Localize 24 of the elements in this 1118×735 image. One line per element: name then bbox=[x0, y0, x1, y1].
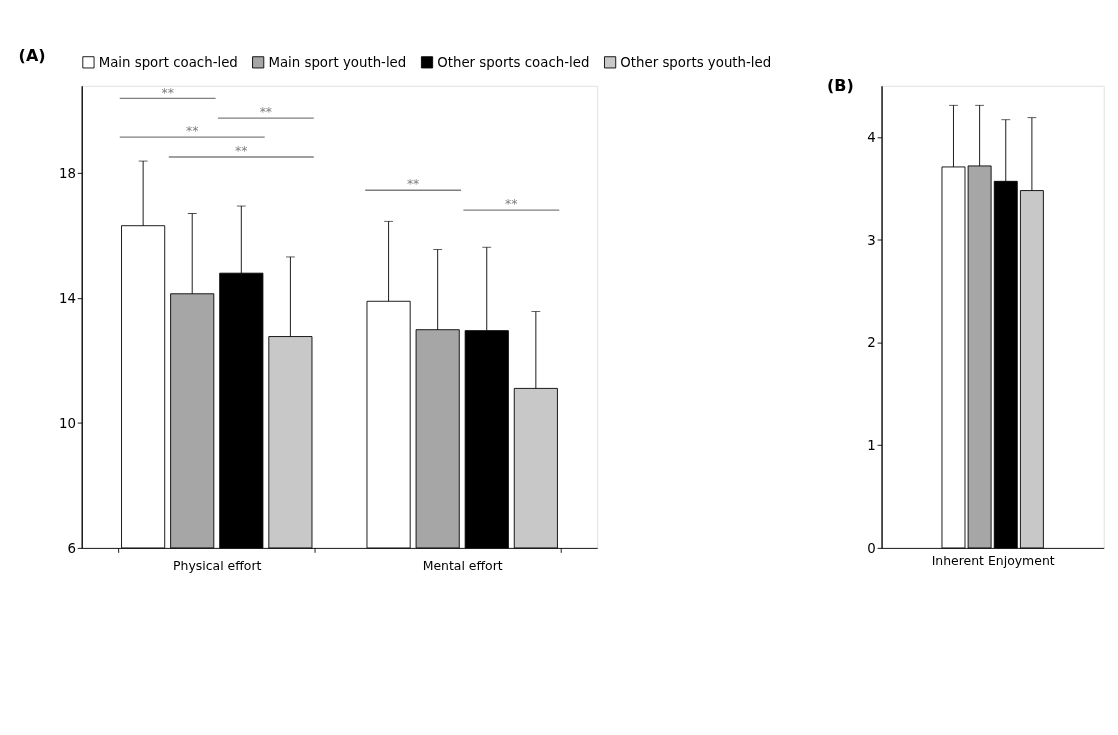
chart-title: (A) bbox=[18, 45, 46, 65]
annotation: ** bbox=[161, 84, 174, 100]
annotation: ** bbox=[406, 176, 420, 192]
annotation: ** bbox=[186, 123, 199, 139]
x-tick-label: Inherent Enjoyment bbox=[931, 553, 1055, 569]
legend-label: Main sport coach-led bbox=[98, 54, 238, 70]
y-tick-label: 2 bbox=[867, 335, 876, 351]
x-tick-label: Mental effort bbox=[422, 557, 503, 573]
annotation: ** bbox=[235, 143, 248, 159]
legend-label: Other sports youth-led bbox=[620, 54, 772, 70]
annotation: ** bbox=[259, 104, 273, 120]
legend-label: Main sport youth-led bbox=[268, 54, 407, 70]
y-tick-label: 14 bbox=[59, 291, 76, 307]
y-tick-label: 18 bbox=[59, 166, 76, 182]
y-tick-label: 3 bbox=[867, 232, 876, 248]
legend-label: Other sports coach-led bbox=[437, 54, 590, 70]
annotation: ** bbox=[505, 196, 518, 212]
y-tick-label: 1 bbox=[867, 438, 876, 454]
chart-title: (B) bbox=[826, 76, 854, 96]
y-tick-label: 10 bbox=[59, 415, 76, 431]
y-tick-label: 0 bbox=[867, 540, 876, 556]
y-tick-label: 4 bbox=[867, 130, 876, 146]
x-tick-label: Physical effort bbox=[173, 557, 262, 573]
y-tick-label: 6 bbox=[67, 540, 76, 556]
